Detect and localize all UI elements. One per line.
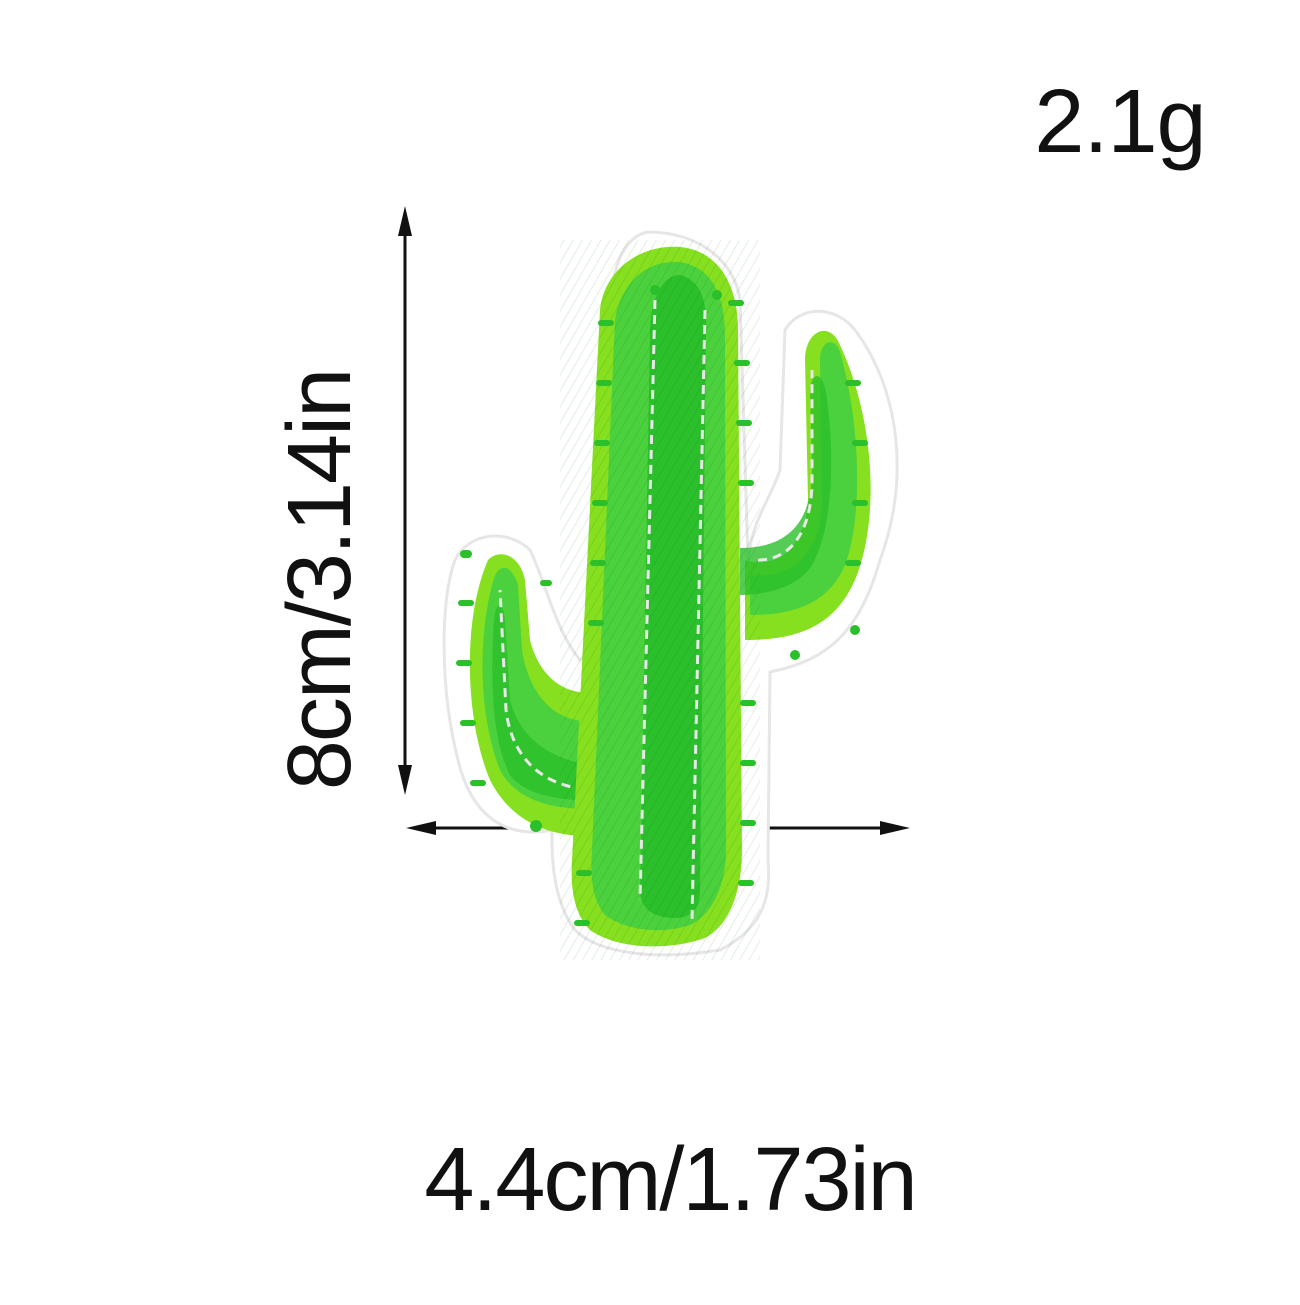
height-arrow-icon <box>398 206 412 795</box>
weight-label: 2.1g <box>1034 72 1206 172</box>
width-label: 4.4cm/1.73in <box>424 1130 917 1230</box>
cactus-patch-icon <box>442 230 899 960</box>
height-label: 8cm/3.14in <box>270 369 370 791</box>
